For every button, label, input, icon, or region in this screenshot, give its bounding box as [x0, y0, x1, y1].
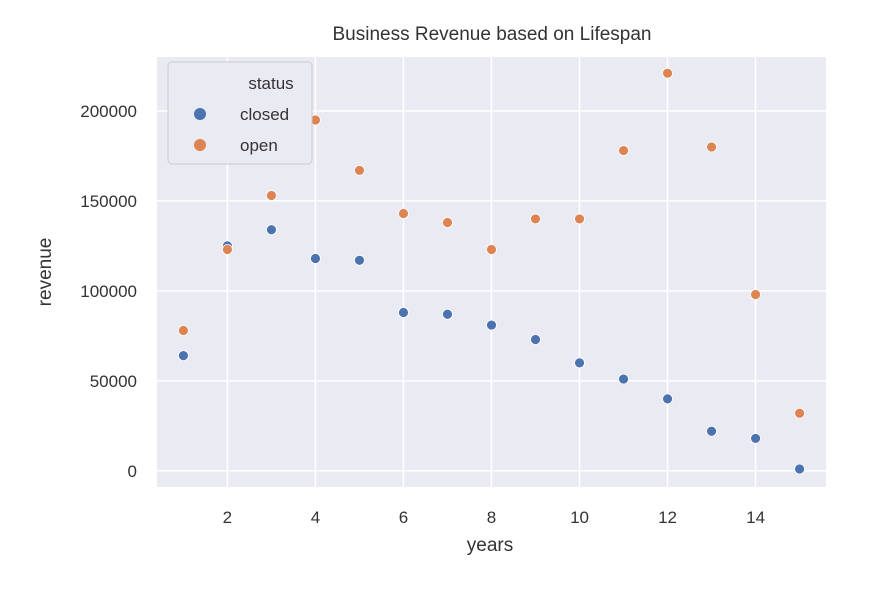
- point-closed: [706, 425, 717, 437]
- y-tick-label: 200000: [80, 102, 137, 121]
- point-closed: [310, 253, 321, 264]
- y-tick-label: 100000: [80, 282, 137, 301]
- x-tick-label: 14: [746, 508, 765, 527]
- point-closed: [750, 433, 761, 444]
- x-tick-label: 8: [487, 508, 496, 527]
- point-open: [662, 67, 673, 79]
- point-open: [266, 190, 277, 201]
- legend-label-open: open: [240, 136, 278, 155]
- point-closed: [794, 463, 805, 475]
- point-open: [530, 213, 541, 225]
- x-tick-label: 12: [658, 508, 677, 527]
- point-closed: [662, 393, 673, 405]
- legend-label-closed: closed: [240, 105, 289, 124]
- y-tick-label: 50000: [90, 372, 137, 391]
- point-open: [354, 164, 365, 176]
- legend: status closed open: [167, 61, 313, 165]
- y-tick-label: 0: [128, 462, 137, 481]
- data-points: [178, 67, 805, 475]
- y-axis-ticks: 0 50000 100000 150000 200000: [80, 102, 137, 481]
- point-open: [442, 217, 453, 228]
- y-tick-label: 150000: [80, 192, 137, 211]
- point-closed: [574, 357, 585, 369]
- x-tick-label: 2: [223, 508, 232, 527]
- legend-marker-closed: [194, 108, 206, 120]
- point-open: [618, 145, 629, 156]
- x-axis-label: years: [467, 535, 513, 556]
- point-open: [486, 244, 497, 255]
- y-axis-label: revenue: [35, 238, 56, 307]
- point-open: [794, 407, 805, 419]
- point-open: [750, 289, 761, 300]
- point-open: [222, 244, 233, 255]
- point-closed: [398, 307, 409, 318]
- x-axis-ticks: 2 4 6 8 10 12 14: [223, 508, 765, 527]
- x-tick-label: 6: [399, 508, 408, 527]
- legend-title: status: [248, 74, 293, 93]
- point-open: [574, 213, 585, 225]
- legend-marker-open: [194, 139, 206, 151]
- point-closed: [266, 224, 277, 236]
- grid-lines: [157, 57, 826, 487]
- legend-box: [167, 61, 313, 165]
- point-open: [178, 325, 189, 336]
- point-closed: [178, 350, 189, 362]
- point-open: [398, 208, 409, 219]
- point-closed: [354, 254, 365, 266]
- chart-title: Business Revenue based on Lifespan: [332, 24, 651, 45]
- x-tick-label: 4: [311, 508, 320, 527]
- x-tick-label: 10: [570, 508, 589, 527]
- point-closed: [530, 334, 541, 345]
- point-open: [706, 141, 717, 153]
- point-closed: [486, 319, 497, 331]
- point-closed: [442, 308, 453, 320]
- point-closed: [618, 373, 629, 385]
